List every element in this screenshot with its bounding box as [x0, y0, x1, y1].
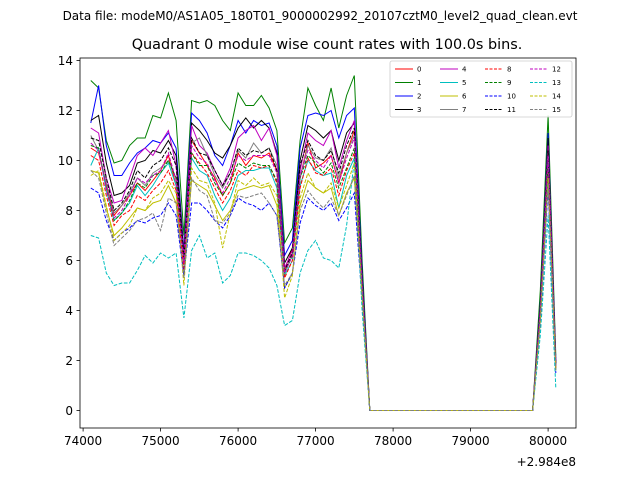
series-line-15: [90, 170, 557, 411]
legend-label-10: 10: [507, 93, 516, 101]
x-tick-label: 77000: [297, 434, 335, 448]
legend-label-0: 0: [417, 66, 421, 74]
x-tick-label: 80000: [529, 434, 567, 448]
y-tick-label: 4: [65, 304, 73, 318]
series-line-6: [90, 170, 557, 411]
x-tick-label: 76000: [219, 434, 257, 448]
series-line-12: [90, 137, 557, 411]
legend-label-5: 5: [462, 79, 466, 87]
x-tick-label: 78000: [374, 434, 412, 448]
legend-label-8: 8: [507, 66, 511, 74]
suptitle: Data file: modeM0/AS1A05_180T01_90000029…: [63, 9, 578, 23]
legend-label-15: 15: [552, 106, 561, 114]
legend-label-14: 14: [552, 93, 561, 101]
chart-title: Quadrant 0 module wise count rates with …: [132, 37, 523, 53]
series-line-14: [90, 162, 557, 411]
series-line-1: [90, 75, 557, 411]
x-tick-label: 74000: [64, 434, 102, 448]
legend-label-9: 9: [507, 79, 511, 87]
plot-frame: [79, 57, 577, 429]
legend-label-4: 4: [462, 66, 467, 74]
series-line-5: [90, 146, 557, 411]
series-line-13: [90, 160, 557, 411]
series-line-10: [90, 187, 557, 411]
series-lines: [90, 75, 557, 411]
y-tick-label: 8: [65, 204, 73, 218]
legend-label-3: 3: [417, 106, 421, 114]
legend-label-7: 7: [462, 106, 466, 114]
x-tick-label: 75000: [142, 434, 180, 448]
series-line-9: [90, 145, 557, 411]
y-tick-label: 0: [65, 404, 73, 418]
y-tick-label: 2: [65, 354, 73, 368]
y-tick-label: 10: [58, 154, 73, 168]
legend-label-1: 1: [417, 79, 421, 87]
series-line-7: [90, 135, 557, 411]
legend-label-12: 12: [552, 66, 561, 74]
y-tick-label: 14: [58, 54, 73, 68]
x-offset-label: +2.984e8: [517, 455, 576, 469]
legend-label-13: 13: [552, 79, 561, 87]
y-tick-label: 12: [58, 104, 73, 118]
legend-label-11: 11: [507, 106, 516, 114]
series-line-2: [90, 85, 557, 411]
legend-box: [389, 60, 573, 118]
legend-label-2: 2: [417, 93, 421, 101]
series-line-8: [90, 151, 557, 411]
y-tick-label: 6: [65, 254, 73, 268]
series-line-4: [90, 120, 557, 411]
x-tick-label: 79000: [452, 434, 490, 448]
x-axis: 74000 75000 76000 77000 78000 79000 80000: [64, 428, 567, 448]
y-axis: 0 2 4 6 8 10 12 14: [58, 54, 80, 418]
legend-label-6: 6: [462, 93, 467, 101]
